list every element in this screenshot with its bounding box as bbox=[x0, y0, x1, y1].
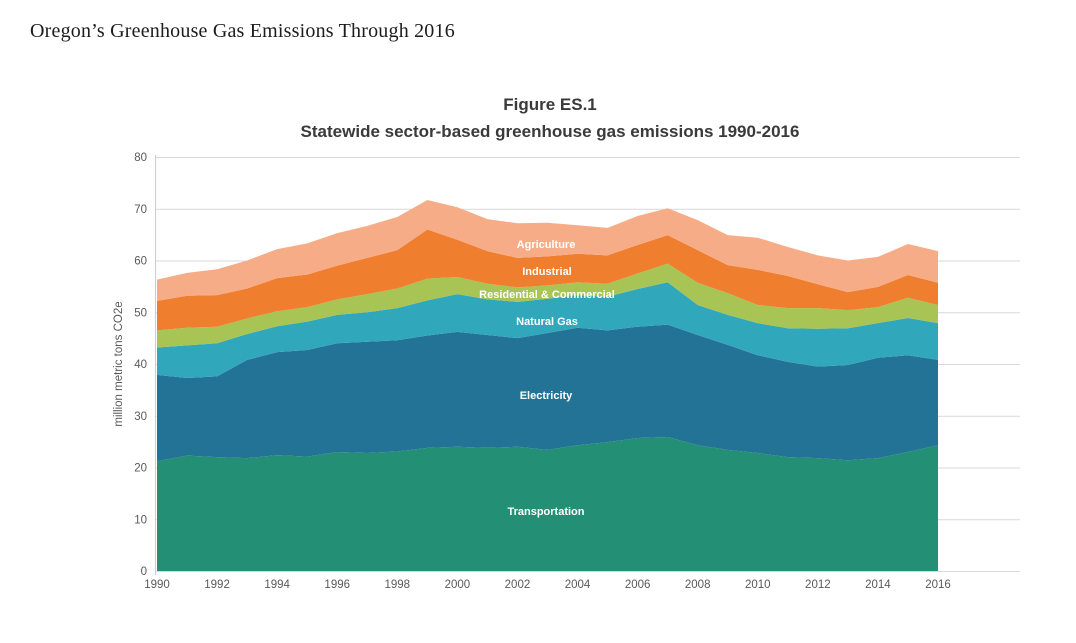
x-axis-tick-label: 1992 bbox=[204, 579, 230, 591]
series-label-agriculture: Agriculture bbox=[517, 239, 576, 251]
x-axis-tick-label: 2006 bbox=[625, 579, 651, 591]
x-axis-tick-label: 2004 bbox=[565, 579, 591, 591]
x-axis-tick-label: 1994 bbox=[264, 579, 290, 591]
area-natural_gas bbox=[157, 282, 938, 378]
y-axis-title: million metric tons CO2e bbox=[113, 301, 125, 426]
series-label-industrial: Industrial bbox=[522, 266, 572, 278]
y-axis-tick-label: 70 bbox=[134, 204, 147, 216]
area-electricity bbox=[157, 324, 938, 462]
y-axis-tick-label: 40 bbox=[134, 359, 147, 371]
x-axis-tick-label: 1998 bbox=[385, 579, 411, 591]
y-axis-tick-label: 60 bbox=[134, 256, 147, 268]
area-agriculture bbox=[157, 199, 938, 301]
series-label-transportation: Transportation bbox=[507, 506, 584, 518]
x-axis-tick-label: 1996 bbox=[324, 579, 350, 591]
x-axis-tick-label: 1990 bbox=[144, 579, 170, 591]
chart-title: Figure ES.1 bbox=[503, 95, 597, 114]
y-axis-tick-label: 50 bbox=[134, 307, 147, 319]
x-axis-tick-label: 2014 bbox=[865, 579, 891, 591]
x-axis-tick-label: 2002 bbox=[505, 579, 531, 591]
area-transportation bbox=[157, 436, 938, 571]
y-axis-tick-label: 80 bbox=[134, 152, 147, 164]
chart-subtitle: Statewide sector-based greenhouse gas em… bbox=[300, 122, 800, 141]
y-axis-tick-label: 0 bbox=[141, 566, 147, 578]
y-axis-tick-label: 20 bbox=[134, 463, 147, 475]
area-industrial bbox=[157, 229, 938, 331]
series-label-residential_commercial: Residential & Commercial bbox=[479, 289, 615, 301]
x-axis-tick-label: 2016 bbox=[925, 579, 951, 591]
series-label-electricity: Electricity bbox=[520, 390, 573, 402]
y-axis-tick-label: 10 bbox=[134, 514, 147, 526]
x-axis-tick-label: 2008 bbox=[685, 579, 711, 591]
x-axis-tick-label: 2010 bbox=[745, 579, 771, 591]
area-residential_commercial bbox=[157, 263, 938, 348]
page-title: Oregon’s Greenhouse Gas Emissions Throug… bbox=[30, 20, 455, 42]
x-axis-tick-label: 2000 bbox=[445, 579, 471, 591]
y-axis-tick-label: 30 bbox=[134, 411, 147, 423]
x-axis-tick-label: 2012 bbox=[805, 579, 831, 591]
series-label-natural_gas: Natural Gas bbox=[516, 316, 578, 328]
